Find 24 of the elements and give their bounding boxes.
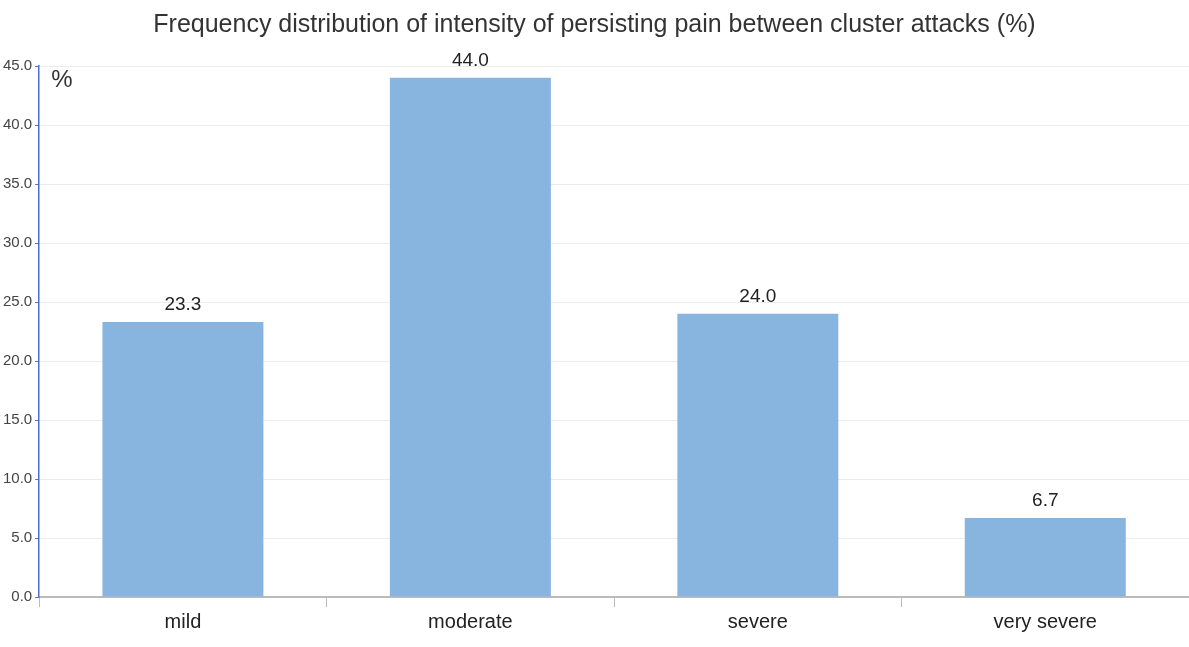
y-tick-label: 15.0: [2, 410, 33, 428]
y-axis-title: %: [51, 64, 73, 92]
data-label: 24.0: [739, 284, 777, 306]
data-label: 44.0: [451, 48, 489, 70]
y-tick-label: 0.0: [11, 587, 33, 605]
chart-title: Frequency distribution of intensity of persisting pain between cluster attacks (%): [152, 8, 1037, 39]
y-tick-label: 5.0: [11, 528, 33, 546]
data-label: 6.7: [1032, 488, 1059, 510]
bar: [102, 322, 264, 597]
x-tick-label: mild: [164, 609, 202, 632]
bar: [964, 517, 1126, 597]
data-label: 23.3: [164, 292, 202, 314]
bar: [389, 77, 551, 597]
bar: [677, 313, 839, 597]
y-tick-label: 25.0: [2, 292, 33, 310]
y-tick-label: 45.0: [2, 56, 33, 74]
y-tick-label: 40.0: [2, 115, 33, 133]
y-tick-label: 10.0: [2, 469, 33, 487]
y-tick-label: 35.0: [2, 174, 33, 192]
y-tick-label: 30.0: [2, 233, 33, 251]
x-tick-label: severe: [727, 609, 788, 632]
x-tick-label: moderate: [428, 609, 513, 632]
x-tick-label: very severe: [993, 609, 1097, 632]
y-tick-label: 20.0: [2, 351, 33, 369]
